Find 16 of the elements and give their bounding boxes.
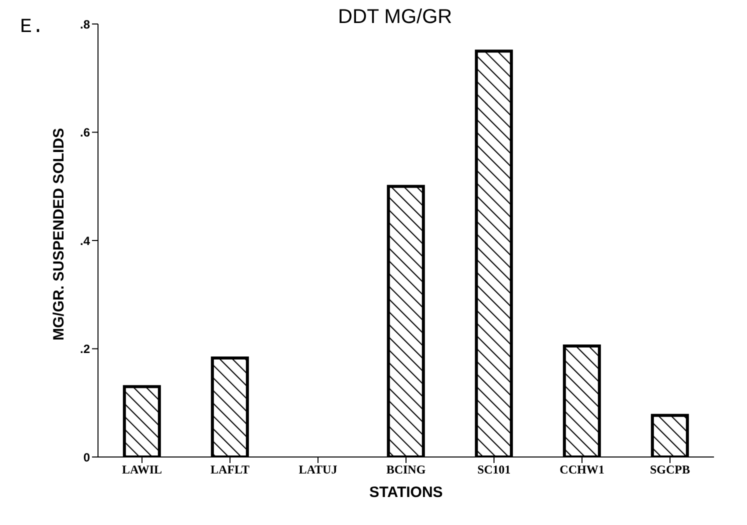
y-tick-label: .6 [80, 126, 90, 140]
x-tick-label: SC101 [477, 462, 511, 477]
x-tick-label: SGCPB [650, 462, 690, 477]
chart-title: DDT MG/GR [338, 6, 452, 29]
x-tick-label: CCHW1 [560, 462, 604, 477]
y-tick-label: .4 [80, 234, 90, 248]
x-tick-label: LAWIL [122, 462, 162, 477]
y-axis-title: MG/GR. SUSPENDED SOLIDS [50, 128, 68, 340]
y-tick-label: .2 [80, 342, 90, 356]
x-axis-title: STATIONS [369, 484, 443, 501]
y-tick-label: 0 [83, 450, 90, 464]
x-tick-label: BCING [386, 462, 426, 477]
text: E. [20, 16, 44, 39]
y-tick-label: .8 [80, 17, 90, 32]
x-tick-label: LATUJ [298, 462, 338, 477]
x-tick-label: LAFLT [210, 462, 250, 477]
